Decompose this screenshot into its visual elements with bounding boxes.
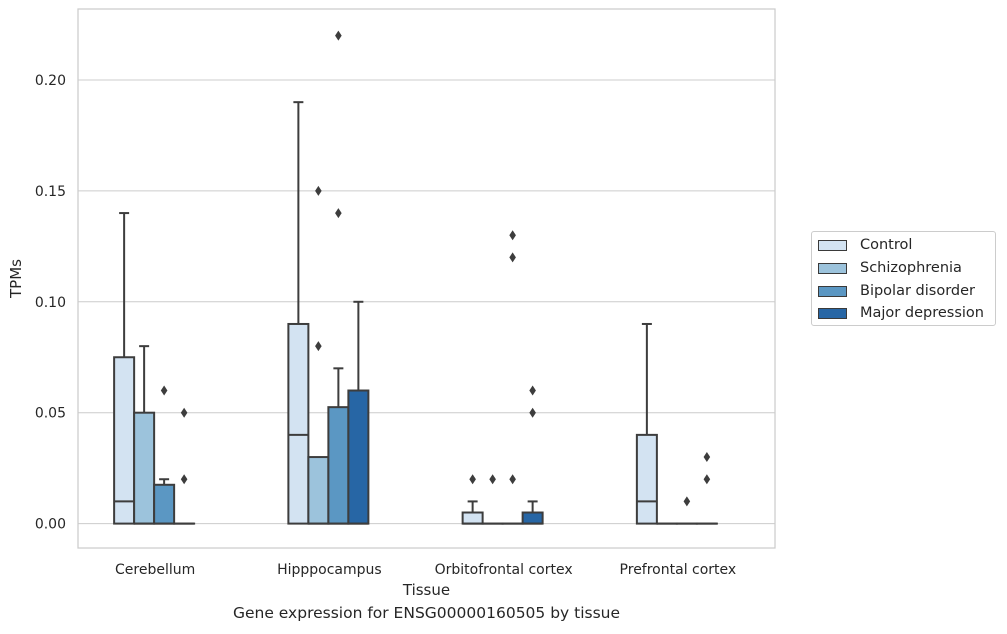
legend-label-bipolar-disorder: Bipolar disorder [860,283,975,299]
outlier-point [509,252,516,263]
outlier-point [315,185,322,196]
outlier-point [529,385,536,396]
outlier-point [529,407,536,418]
box-iqr [287,322,310,525]
box-iqr [327,406,350,525]
legend-label-control: Control [860,237,913,253]
box-iqr [635,433,658,525]
plot-frame [77,8,776,549]
box-cerebellum-bipolar-disorder [153,385,176,525]
x-axis-title: Tissue [402,581,450,599]
y-tick-label: 0.00 [35,517,66,533]
outlier-point [489,474,496,485]
outlier-point [703,474,711,485]
box-orbitofrontal-cortex-major-depression [521,385,544,525]
box-prefrontal-cortex-bipolar-disorder [675,496,698,525]
box-hipppocampus-control [287,101,310,525]
y-tick-labels: 0.00 0.05 0.10 0.15 0.20 [35,73,66,533]
box-hipppocampus-bipolar-disorder [327,30,350,525]
box-orbitofrontal-cortex-schizophrenia [481,474,504,525]
box-cerebellum-control [113,212,136,525]
box-iqr [461,511,484,525]
box-prefrontal-cortex-control [635,322,658,525]
y-tick-label: 0.20 [35,73,66,89]
outlier-point [703,452,711,463]
box-iqr [153,483,176,525]
box-orbitofrontal-cortex-bipolar-disorder [501,230,524,525]
legend-item-major-depression: Major depression [818,303,984,323]
box-series [113,30,718,525]
box-cerebellum-major-depression [173,407,196,525]
outlier-point [509,474,516,485]
outlier-point [315,341,322,352]
outlier-point [335,30,342,41]
outlier-point [180,474,188,485]
box-iqr [133,411,156,525]
x-tick-label: Hipppocampus [277,562,382,578]
x-tick-label: Orbitofrontal cortex [435,562,573,578]
outlier-point [469,474,476,485]
legend: Control Schizophrenia Bipolar disorder M… [811,231,996,326]
legend-label-schizophrenia: Schizophrenia [860,260,962,276]
gridlines [78,79,775,525]
legend-item-bipolar-disorder: Bipolar disorder [818,281,975,301]
chart-caption: Gene expression for ENSG00000160505 by t… [232,604,621,622]
outlier-point [180,407,188,418]
legend-swatch-bipolar-disorder [818,285,847,297]
box-hipppocampus-major-depression [347,300,370,525]
box-orbitofrontal-cortex-control [461,474,484,525]
outlier-point [160,385,168,396]
box-cerebellum-schizophrenia [133,345,156,525]
y-tick-label: 0.05 [35,406,66,422]
x-tick-labels: Cerebellum Hipppocampus Orbitofrontal cort… [115,562,736,578]
box-iqr [113,356,136,525]
legend-swatch-control [818,239,847,251]
box-iqr [307,456,330,525]
y-tick-label: 0.15 [35,184,66,200]
outlier-point [335,208,342,219]
y-tick-label: 0.10 [35,295,66,311]
box-prefrontal-cortex-major-depression [695,452,718,525]
legend-swatch-schizophrenia [818,262,847,274]
legend-item-control: Control [818,235,912,255]
x-tick-label: Prefrontal cortex [620,562,737,578]
outlier-point [683,496,691,507]
box-iqr [521,511,544,525]
box-hipppocampus-schizophrenia [307,185,330,525]
legend-swatch-major-depression [818,307,847,319]
y-axis-title: TPMs [7,259,25,299]
x-tick-label: Cerebellum [115,562,195,578]
outlier-point [509,230,516,241]
box-iqr [347,389,370,525]
legend-label-major-depression: Major depression [860,305,984,321]
legend-item-schizophrenia: Schizophrenia [818,258,962,278]
